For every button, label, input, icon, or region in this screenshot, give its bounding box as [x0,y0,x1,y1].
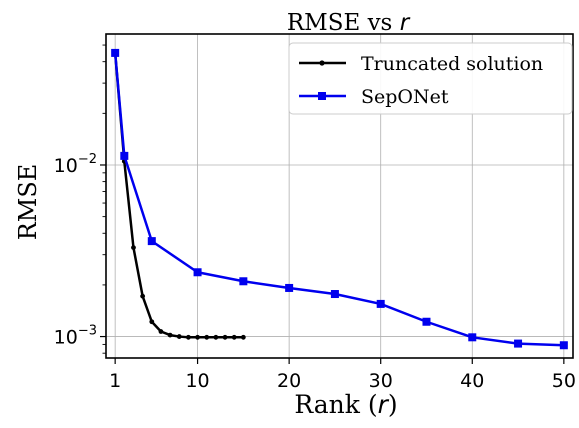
series-line [113,52,564,347]
y-tick-label: 10−2 [54,152,97,177]
data-point [240,334,246,340]
legend-entry-truncated: Truncated solution [299,53,543,75]
data-point [149,319,155,325]
data-point [213,334,219,340]
x-tick-label: 1 [109,370,121,392]
data-point [195,334,200,340]
data-point [330,290,339,299]
y-tick-label-base: 10 [54,327,78,349]
x-axis-label-var: r [378,390,390,419]
plot-frame [105,33,574,359]
y-axis-label: RMSE [14,164,42,241]
x-tick-label: 40 [460,370,484,392]
chart-title-var: r [400,10,411,36]
legend-label-seponet: SepONet [361,86,449,108]
data-point [422,317,431,326]
chart-title-text: RMSE vs [287,10,400,36]
data-point [231,334,237,340]
x-tick-label: 10 [185,370,209,392]
data-point [147,237,156,246]
data-point [239,277,248,286]
y-tick-label-base: 10 [54,155,78,177]
series-seponet [111,48,568,350]
data-point [468,333,477,342]
data-point [376,299,385,308]
y-tick-label: 10−3 [54,324,97,349]
y-tick-label-exponent: −2 [78,152,97,167]
x-axis-label: Rank (r) [294,390,397,419]
data-point [285,283,294,292]
data-point [193,268,202,277]
data-point [176,334,182,339]
legend-marker-seponet [318,92,326,100]
data-point [222,334,228,340]
x-tick-label: 50 [552,370,576,392]
x-tick-label: 20 [277,370,301,392]
y-tick-label-exponent: −3 [78,324,97,339]
data-point [111,48,120,57]
legend-label-truncated: Truncated solution [361,53,543,75]
chart-title: RMSE vs r [287,10,411,36]
legend: Truncated solution SepONet [288,42,573,115]
x-tick-label: 30 [369,370,393,392]
series-truncated [112,50,246,340]
series-layer [111,48,568,350]
data-point [158,329,164,334]
data-point [186,334,191,340]
data-point [167,332,173,338]
legend-entry-seponet: SepONet [299,86,449,108]
legend-frame [288,42,573,115]
data-point [120,151,129,160]
data-point [140,293,146,299]
data-point [131,245,136,250]
x-axis-label-text: Rank ( [294,390,377,419]
data-point [204,334,210,340]
data-point [514,339,523,348]
series-line [113,52,244,339]
x-axis-label-close: ) [388,390,398,419]
data-point [559,341,568,350]
legend-marker-truncated [319,60,325,66]
